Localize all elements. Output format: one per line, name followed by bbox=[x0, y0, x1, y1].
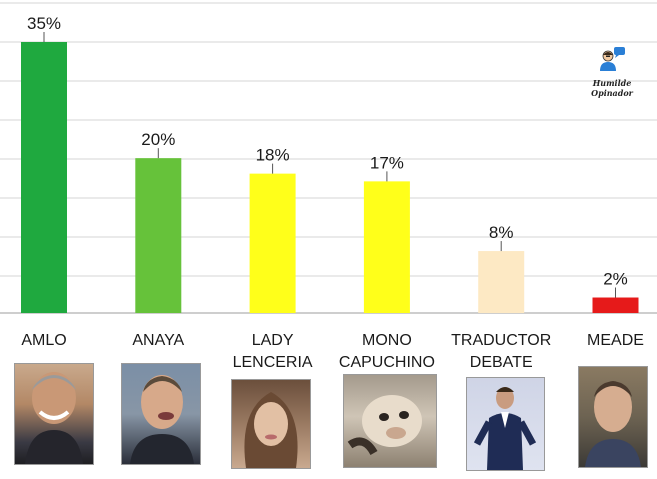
data-label: 35% bbox=[27, 14, 61, 33]
category-label: CAPUCHINO bbox=[339, 354, 435, 371]
bar bbox=[21, 42, 67, 313]
bar bbox=[249, 173, 296, 313]
photo-traductor-debate bbox=[466, 377, 545, 471]
photo-amlo bbox=[14, 363, 94, 465]
photo-anaya bbox=[121, 363, 201, 465]
category-label: MONO bbox=[362, 332, 412, 349]
person-icon bbox=[473, 387, 537, 470]
grid-lines bbox=[0, 2, 657, 314]
category-label: MEADE bbox=[587, 332, 644, 349]
category-label: ANAYA bbox=[132, 332, 184, 349]
photo-lady-lenceria bbox=[231, 379, 311, 469]
category-label: LADY bbox=[252, 332, 294, 349]
data-labels-group: 35% 20% 18% 17% 8% 2% bbox=[27, 14, 628, 298]
bars-group bbox=[21, 42, 639, 313]
bar bbox=[592, 297, 639, 313]
brand-text: Humilde Opinador bbox=[591, 78, 633, 98]
bar bbox=[363, 181, 410, 313]
person-with-speech-bubble-icon bbox=[600, 47, 625, 71]
category-label: DEBATE bbox=[470, 354, 533, 371]
face-icon bbox=[244, 392, 298, 468]
face-icon bbox=[130, 375, 194, 464]
data-label: 8% bbox=[489, 223, 514, 242]
category-label: TRADUCTOR bbox=[451, 332, 551, 349]
category-label: LENCERIA bbox=[233, 354, 313, 371]
monkey-icon bbox=[347, 395, 422, 456]
face-icon bbox=[585, 381, 641, 467]
face-icon bbox=[25, 372, 83, 464]
data-label: 20% bbox=[141, 130, 175, 149]
photo-mono-capuchino bbox=[343, 374, 437, 468]
brand-logo: Humilde Opinador bbox=[574, 46, 650, 98]
data-label: 18% bbox=[256, 146, 290, 165]
data-label: 2% bbox=[603, 270, 628, 289]
category-labels-group: AMLO ANAYA LADY LENCERIA MONO CAPUCHINO TRADUC… bbox=[21, 332, 644, 371]
photo-meade bbox=[578, 366, 648, 468]
bar bbox=[135, 158, 182, 313]
category-label: AMLO bbox=[21, 332, 66, 349]
data-label: 17% bbox=[370, 153, 404, 172]
bar bbox=[478, 251, 525, 313]
